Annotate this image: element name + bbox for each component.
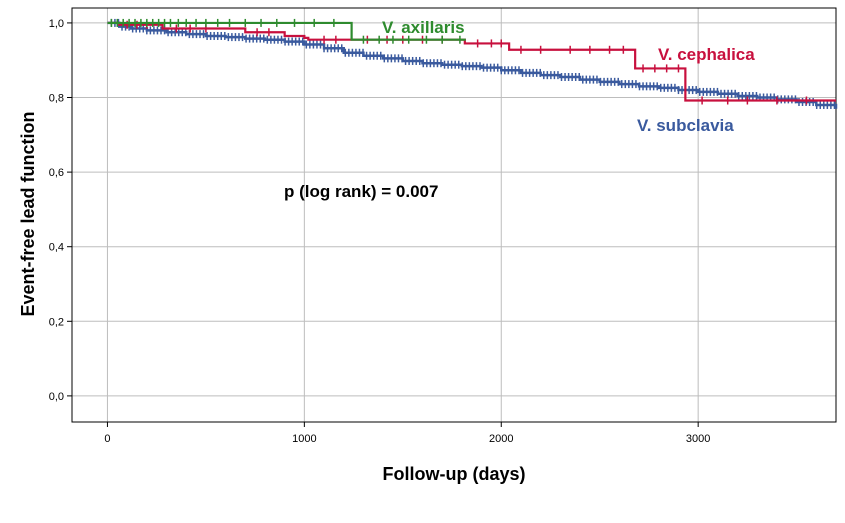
legend-label-subclavia: V. subclavia [637, 116, 734, 135]
legend-label-cephalica: V. cephalica [658, 45, 755, 64]
y-tick-label: 0,0 [49, 391, 64, 403]
x-tick-label: 0 [104, 433, 110, 445]
y-tick-label: 1,0 [49, 18, 64, 30]
y-tick-label: 0,4 [49, 242, 64, 254]
y-axis-ticks: 0,0 0,2 0,4 0,6 0,8 1,0 [49, 18, 72, 403]
x-axis-title: Follow-up (days) [383, 464, 526, 484]
y-axis-title: Event-free lead function [18, 111, 38, 316]
series-v-cephalica [107, 20, 836, 105]
x-axis-ticks: 0 1000 2000 3000 [104, 422, 710, 445]
p-value-annotation: p (log rank) = 0.007 [284, 182, 438, 201]
y-tick-label: 0,2 [49, 316, 64, 328]
legend-label-axillaris: V. axillaris [382, 18, 465, 37]
x-tick-label: 1000 [292, 433, 316, 445]
series-line-v-subclavia [107, 21, 838, 109]
y-tick-label: 0,8 [49, 93, 64, 105]
grid-lines [72, 8, 836, 422]
series-line-v-cephalica [107, 21, 836, 102]
y-tick-label: 0,6 [49, 167, 64, 179]
x-tick-label: 3000 [686, 433, 710, 445]
series-v-subclavia [107, 18, 838, 109]
x-tick-label: 2000 [489, 433, 513, 445]
plot-frame [71, 7, 837, 423]
series-layer [107, 18, 838, 109]
series-v-axillaris [107, 18, 466, 44]
